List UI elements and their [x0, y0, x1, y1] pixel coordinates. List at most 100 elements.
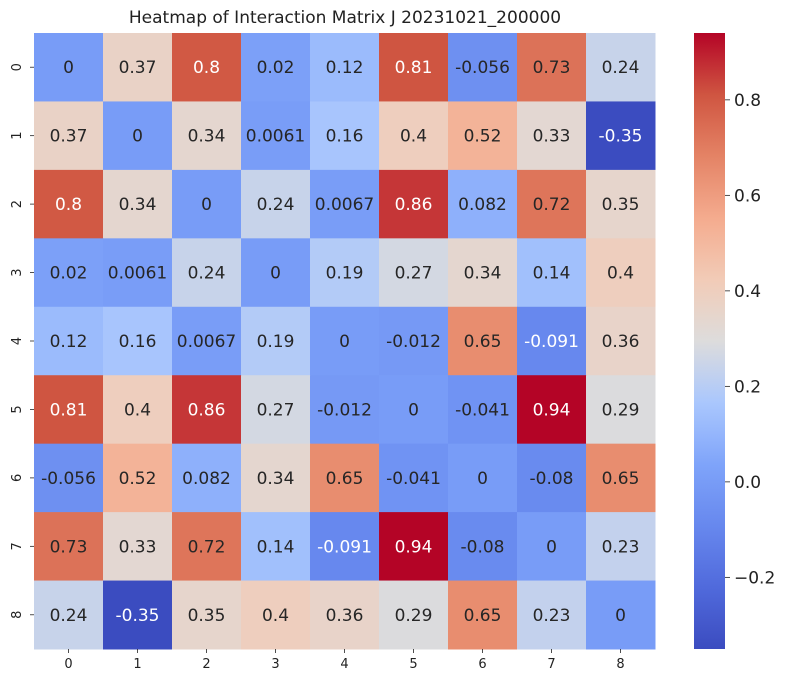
heatmap-cell-3-7 — [517, 238, 587, 308]
cell-annotation-3-6: 0.34 — [464, 264, 502, 284]
cell-annotation-5-2: 0.86 — [188, 400, 226, 420]
heatmap-cell-5-4 — [310, 375, 380, 445]
cell-annotation-0-6: -0.056 — [455, 58, 510, 78]
heatmap-cell-8-0 — [34, 580, 104, 650]
cell-annotation-6-2: 0.082 — [182, 469, 231, 489]
heatmap-cell-2-1 — [103, 169, 173, 239]
colorbar-tick-label-4: 0.6 — [734, 186, 761, 206]
heatmap-cell-2-6 — [448, 169, 518, 239]
cell-annotation-2-6: 0.082 — [458, 195, 507, 215]
cell-annotation-2-8: 0.35 — [602, 195, 640, 215]
cell-annotation-0-4: 0.12 — [326, 58, 364, 78]
heatmap-cell-8-1 — [103, 580, 173, 650]
cell-annotation-7-7: 0 — [546, 537, 557, 557]
cell-annotation-4-8: 0.36 — [602, 332, 640, 352]
colorbar-tick-label-2: 0.2 — [734, 377, 761, 397]
x-axis: 0 1 2 3 4 5 6 7 8 — [64, 649, 625, 672]
colorbar-gradient — [694, 33, 725, 649]
cell-annotation-4-4: 0 — [339, 332, 350, 352]
cell-annotation-6-7: -0.08 — [530, 469, 574, 489]
heatmap-cell-6-3 — [241, 443, 311, 513]
cell-annotation-4-1: 0.16 — [119, 332, 157, 352]
heatmap-cell-5-6 — [448, 375, 518, 445]
cell-annotation-8-4: 0.36 — [326, 606, 364, 626]
x-tick-label-7: 7 — [547, 657, 555, 672]
heatmap-cell-0-2 — [172, 33, 242, 102]
heatmap-cell-7-8 — [586, 512, 656, 582]
heatmap-cell-1-7 — [517, 101, 587, 171]
heatmap-cell-0-5 — [379, 33, 449, 102]
cell-annotation-6-4: 0.65 — [326, 469, 364, 489]
cell-annotation-6-0: -0.056 — [41, 469, 96, 489]
cell-annotation-0-8: 0.24 — [602, 58, 640, 78]
cell-annotation-7-4: -0.091 — [317, 537, 372, 557]
heatmap-cell-5-3 — [241, 375, 311, 445]
cell-annotation-0-7: 0.73 — [533, 58, 571, 78]
cell-annotation-2-1: 0.34 — [119, 195, 157, 215]
x-tick-label-3: 3 — [271, 657, 279, 672]
heatmap-cell-4-1 — [103, 306, 173, 376]
cell-annotation-2-7: 0.72 — [533, 195, 571, 215]
heatmap-cell-0-1 — [103, 33, 173, 102]
heatmap-cell-4-4 — [310, 306, 380, 376]
heatmap-cell-6-5 — [379, 443, 449, 513]
heatmap-cell-8-5 — [379, 580, 449, 650]
y-tick-label-6: 6 — [10, 474, 25, 482]
heatmap-cell-5-0 — [34, 375, 104, 445]
colorbar: −0.2 0.0 0.2 0.4 0.6 0.8 — [694, 33, 775, 649]
heatmap-cell-7-4 — [310, 512, 380, 582]
cell-annotation-5-5: 0 — [408, 400, 419, 420]
cell-annotation-6-6: 0 — [477, 469, 488, 489]
cell-annotation-0-2: 0.8 — [193, 58, 220, 78]
heatmap-cell-6-1 — [103, 443, 173, 513]
cell-annotation-7-0: 0.73 — [50, 537, 88, 557]
cell-annotation-1-2: 0.34 — [188, 127, 226, 147]
heatmap-cell-1-4 — [310, 101, 380, 171]
heatmap-cell-0-4 — [310, 33, 380, 102]
cell-annotation-2-0: 0.8 — [55, 195, 82, 215]
cell-annotation-5-3: 0.27 — [257, 400, 295, 420]
heatmap-cell-0-0 — [34, 33, 104, 102]
y-axis: 0 1 2 3 4 5 6 7 8 — [10, 63, 34, 619]
cell-annotation-0-3: 0.02 — [257, 58, 295, 78]
heatmap-cell-4-3 — [241, 306, 311, 376]
cell-annotation-8-2: 0.35 — [188, 606, 226, 626]
heatmap-cell-2-5 — [379, 169, 449, 239]
heatmap-cell-8-3 — [241, 580, 311, 650]
heatmap-cell-4-2 — [172, 306, 242, 376]
heatmap-cell-1-5 — [379, 101, 449, 171]
y-tick-label-5: 5 — [10, 405, 25, 413]
cell-annotation-6-1: 0.52 — [119, 469, 157, 489]
cell-annotation-3-7: 0.14 — [533, 264, 571, 284]
cell-annotation-2-2: 0 — [201, 195, 212, 215]
cell-annotation-8-6: 0.65 — [464, 606, 502, 626]
heatmap-cell-4-7 — [517, 306, 587, 376]
heatmap-cell-5-2 — [172, 375, 242, 445]
heatmap-cell-3-4 — [310, 238, 380, 308]
cell-annotation-3-8: 0.4 — [607, 264, 634, 284]
cell-annotation-5-4: -0.012 — [317, 400, 372, 420]
y-tick-label-8: 8 — [10, 611, 25, 619]
heatmap-cell-4-5 — [379, 306, 449, 376]
heatmap-cell-5-5 — [379, 375, 449, 445]
colorbar-tick-label-0: −0.2 — [734, 568, 775, 588]
heatmap-cell-3-6 — [448, 238, 518, 308]
heatmap-cell-6-2 — [172, 443, 242, 513]
heatmap-cell-3-3 — [241, 238, 311, 308]
heatmap-cell-1-0 — [34, 101, 104, 171]
heatmap-cell-2-8 — [586, 169, 656, 239]
cell-annotation-3-3: 0 — [270, 264, 281, 284]
x-tick-label-2: 2 — [202, 657, 210, 672]
heatmap-cell-5-1 — [103, 375, 173, 445]
x-tick-label-5: 5 — [409, 657, 417, 672]
cell-annotation-4-2: 0.0067 — [177, 332, 236, 352]
cell-annotation-4-6: 0.65 — [464, 332, 502, 352]
y-tick-label-7: 7 — [10, 542, 25, 550]
x-tick-label-8: 8 — [616, 657, 624, 672]
cell-annotation-0-5: 0.81 — [395, 58, 433, 78]
heatmap-cell-2-2 — [172, 169, 242, 239]
cell-annotation-6-5: -0.041 — [386, 469, 441, 489]
cell-annotation-3-4: 0.19 — [326, 264, 364, 284]
heatmap-cell-0-6 — [448, 33, 518, 102]
